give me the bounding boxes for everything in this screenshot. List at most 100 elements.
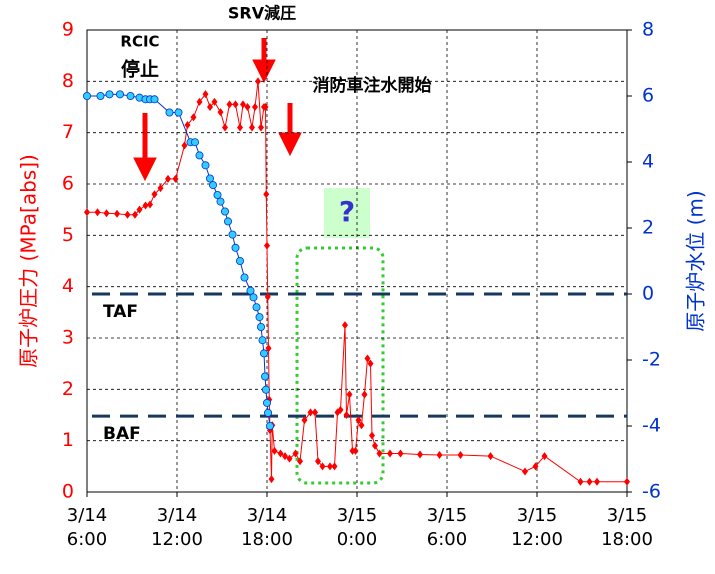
marker (258, 123, 264, 132)
arrows (133, 38, 302, 182)
marker (237, 123, 243, 132)
marker (355, 416, 362, 425)
marker (83, 92, 92, 101)
marker (217, 108, 224, 117)
marker (235, 256, 244, 265)
marker (312, 408, 318, 417)
y2-axis-label: 原子炉水位 (m) (684, 190, 708, 331)
x-tick-label: 3/14 12:00 (151, 505, 203, 550)
marker (105, 90, 114, 99)
marker (255, 77, 261, 86)
marker (172, 174, 179, 183)
marker (208, 181, 217, 190)
marker (286, 454, 293, 463)
marker (262, 398, 271, 407)
y2-tick-label: 0 (642, 283, 654, 305)
marker (352, 446, 359, 455)
marker (216, 197, 225, 206)
marker (367, 359, 374, 368)
question-box (324, 188, 370, 238)
marker (271, 446, 278, 455)
marker (195, 151, 204, 160)
x-tick-label: 3/14 18:00 (241, 505, 293, 550)
marker (265, 421, 274, 430)
marker (165, 174, 171, 183)
marker (226, 100, 233, 109)
marker (190, 113, 197, 122)
marker (201, 161, 210, 170)
marker (258, 336, 267, 345)
marker (256, 322, 265, 331)
y2-tick-label: -6 (642, 481, 661, 503)
y-tick-label: 5 (62, 224, 74, 246)
marker (246, 286, 255, 295)
marker (255, 313, 264, 322)
x-tick-label: 3/15 18:00 (601, 505, 653, 550)
y-tick-label: 3 (62, 327, 74, 349)
marker (165, 108, 174, 117)
x-tick-label: 3/14 6:00 (66, 505, 108, 550)
marker (277, 449, 284, 458)
marker (252, 303, 261, 312)
marker (372, 441, 378, 450)
marker (213, 190, 222, 199)
marker (220, 207, 229, 216)
marker (586, 477, 593, 486)
y2-tick-label: 4 (642, 151, 654, 173)
marker (103, 209, 110, 218)
x-tick-label: 3/15 6:00 (426, 505, 468, 550)
marker (297, 457, 303, 466)
marker (301, 416, 308, 425)
marker (387, 449, 393, 458)
y2-tick-label: -2 (642, 349, 661, 371)
marker (342, 321, 348, 330)
marker (532, 462, 539, 471)
marker (457, 451, 464, 460)
marker (252, 103, 258, 111)
marker (150, 95, 159, 104)
marker (228, 230, 237, 239)
marker (319, 462, 326, 471)
marker (358, 421, 365, 430)
marker (116, 90, 125, 99)
marker (174, 108, 183, 117)
marker (343, 411, 350, 419)
marker (240, 100, 246, 109)
annotation: SRV減圧 (228, 4, 296, 23)
arrow-head (252, 59, 276, 84)
y-axis-label: 原子炉圧力 (MPa[abs]) (17, 154, 41, 368)
marker (327, 462, 333, 471)
marker (249, 293, 258, 302)
marker (541, 452, 548, 461)
y2-tick-label: 8 (642, 19, 654, 41)
y-tick-label: 0 (62, 481, 74, 503)
marker (264, 408, 273, 417)
marker (361, 390, 368, 399)
marker (222, 123, 228, 132)
marker (151, 190, 158, 199)
marker (124, 210, 131, 219)
marker (282, 452, 288, 461)
marker (307, 408, 314, 417)
marker (264, 241, 270, 250)
marker (261, 372, 270, 381)
marker (223, 217, 232, 226)
marker (268, 475, 275, 484)
marker (142, 201, 149, 210)
marker (157, 184, 164, 193)
marker (594, 477, 600, 486)
marker (417, 450, 423, 459)
marker (265, 344, 272, 353)
marker (96, 92, 105, 101)
reference-label: BAF (103, 424, 141, 444)
highlight-box (295, 246, 385, 485)
marker (240, 273, 249, 282)
marker (264, 292, 271, 301)
y-tick-label: 4 (62, 275, 74, 297)
arrow-head (133, 157, 157, 182)
marker (292, 449, 299, 458)
reference-label: TAF (103, 302, 138, 322)
marker (202, 90, 209, 99)
x-tick-label: 3/15 12:00 (511, 505, 563, 550)
